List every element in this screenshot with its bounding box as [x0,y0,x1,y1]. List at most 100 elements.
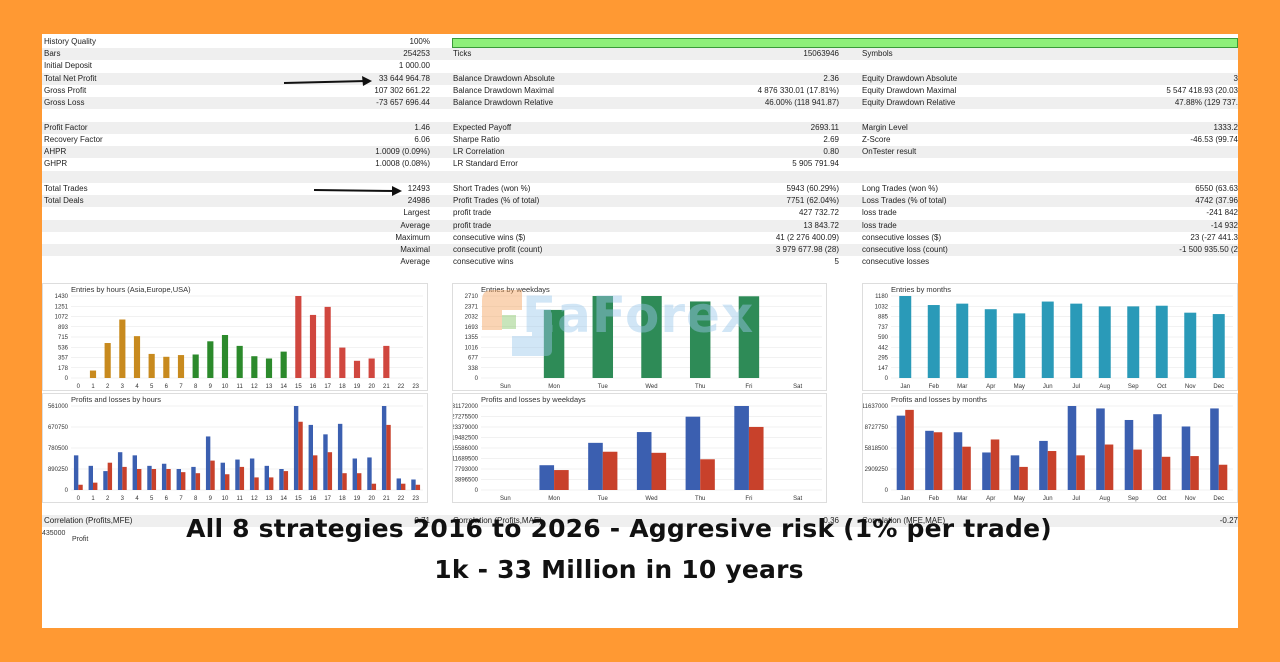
chart-bar [323,434,328,490]
stats-row: Total Trades 12493 Short Trades (won %) 594… [42,183,1238,195]
stats-cell-v1: 1.46 [414,122,430,132]
y-tick-label: 11637000 [863,404,889,410]
x-tick-label: 19 [354,384,361,390]
stats-row: Maximal consecutive profit (count) 3 979 6… [42,244,1238,257]
stats-cell-v1: 6.06 [414,134,430,144]
x-tick-label: 3 [121,384,125,390]
stats-cell-v2: 427 732.72 [798,208,839,218]
chart-bar [104,343,111,378]
stats-cell-l2: profit trade [453,220,492,230]
y-tick-label: 0 [885,488,889,494]
history-quality-label: History Quality [44,37,97,46]
stats-cell-l3: Z-Score [862,134,891,144]
y-tick-label: 1072 [55,315,69,321]
stats-cell-l3: loss trade [862,220,897,230]
chart-bar [899,296,912,378]
stats-cell-v3: 1333.2 [1213,122,1238,132]
stats-row: Average profit trade 13 843.72 loss trade -1… [42,219,1238,232]
x-tick-label: Apr [986,496,995,502]
x-tick-label: 2 [106,496,110,502]
chart-bar [280,351,287,378]
y-tick-label: 1430 [55,294,69,300]
stats-cell-l3: OnTester result [862,147,917,157]
stats-cell-v2: 3 979 677.98 (28) [775,245,839,255]
stats-cell-v3: 4742 (37.96 [1195,196,1238,206]
x-tick-label: Sep [1128,384,1139,390]
stats-cell-l1: AHPR [44,147,67,157]
chart-bar [264,465,269,490]
stats-row: Gross Loss -73 657 696.44 Balance Drawdown… [42,97,1238,110]
history-quality-row: History Quality 100% [42,36,1238,48]
chart-title: Entries by months [891,285,951,294]
x-tick-label: Nov [1185,496,1196,502]
chart-bar [956,303,969,378]
x-tick-label: 12 [251,384,258,390]
stats-cell-v1: 107 302 661.22 [374,85,430,95]
y-tick-label: 357 [58,356,69,362]
chart-bar [953,432,963,490]
stats-cell-v3: 5 547 418.93 (20.03 [1166,85,1238,95]
stats-row: Gross Profit 107 302 661.22 Balance Drawdo… [42,85,1238,97]
chart-bar [386,424,391,490]
stats-cell-l2: Balance Drawdown Maximal [453,85,554,95]
x-tick-label: 9 [209,384,213,390]
x-tick-label: Tue [598,496,609,502]
stats-cell-v1: 12493 [407,183,430,193]
stats-cell-v2: 5 905 791.94 [792,159,839,169]
stats-cell-v3: 6550 (63.63 [1195,183,1238,193]
stats-cell-l3: loss trade [862,208,897,218]
chart-title: Profits and losses by weekdays [481,395,586,404]
x-tick-label: Mar [957,384,967,390]
history-quality-value: 100% [409,37,430,46]
stats-cell-v1: 1 000.00 [398,61,430,71]
x-tick-label: Mon [548,384,560,390]
x-tick-label: 22 [398,496,405,502]
x-tick-label: Sun [500,384,511,390]
y-tick-label: 7793000 [455,467,479,473]
stats-cell-v3: 3 [1233,73,1238,83]
stats-cell-l2: Profit Trades (% of total) [453,196,540,206]
x-tick-label: 6 [165,496,169,502]
chart-bar [148,353,155,378]
chart-bar [137,469,142,490]
y-tick-label: 442 [878,345,889,351]
chart-bar [309,314,317,378]
chart-bar [925,430,934,490]
chart-bar [195,473,201,490]
x-tick-label: 11 [237,384,244,390]
y-tick-label: 536 [58,345,69,351]
y-tick-label: 23379000 [453,425,479,431]
stats-cell-l2: Balance Drawdown Relative [453,98,554,108]
stats-cell-v1: Maximal [400,245,430,255]
chart-bar [147,465,152,490]
x-tick-label: Oct [1157,496,1167,502]
chart-bar [207,341,214,378]
chart-svg: Entries by hours (Asia,Europe,USA)143012… [55,285,423,390]
y-tick-label: 0 [475,376,479,382]
stats-cell-l1: Profit Factor [44,122,88,132]
stats-cell-v2: 13 843.72 [803,220,839,230]
x-tick-label: 0 [77,496,81,502]
chart-bar [1155,305,1168,378]
corr-label-1: Correlation (Profits,MFE) [44,516,133,525]
chart-bar [1098,306,1111,378]
x-tick-label: 16 [310,384,317,390]
corr-value-2: 0.36 [823,516,839,525]
chart-bar [396,478,401,490]
chart-bar [411,479,416,490]
chart-bar [933,432,943,490]
chart-bar [133,336,141,378]
chart-bar [251,356,258,378]
chart-bar [1019,466,1028,490]
stats-cell-v2: 0.80 [823,147,839,157]
chart-bar [962,446,971,490]
stats-cell-v3: -241 842 [1206,208,1238,218]
chart-5: Profits and losses by months 11637000 8727… [862,393,1238,503]
chart-bar [554,470,569,490]
x-tick-label: 9 [209,496,213,502]
stats-cell-v2: 7751 (62.04%) [786,196,839,206]
x-tick-label: Feb [929,384,940,390]
caption-line-2: 1k - 33 Million in 10 years [434,555,804,584]
chart-bar [1047,451,1057,490]
chart-bar [734,406,749,490]
